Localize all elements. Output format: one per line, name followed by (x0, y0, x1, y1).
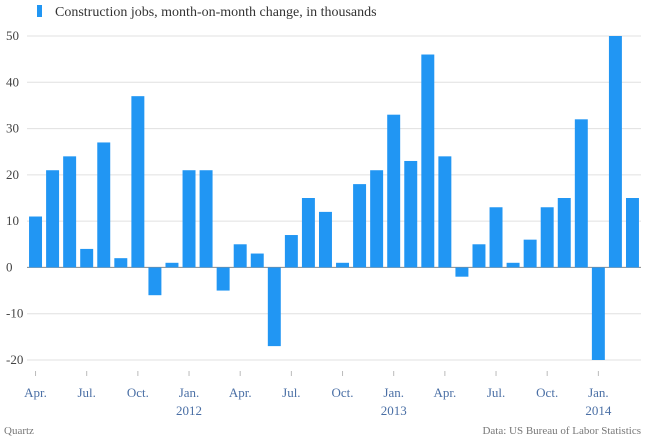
y-tick-label: 0 (6, 259, 13, 274)
x-tick-label: Oct. (332, 385, 354, 400)
bar (284, 235, 298, 268)
bar (80, 248, 94, 268)
bar (489, 207, 503, 268)
x-tick-label: Apr. (433, 385, 456, 400)
x-tick-label: Apr. (229, 385, 252, 400)
bar (216, 267, 230, 291)
source-right: Data: US Bureau of Labor Statistics (482, 425, 641, 437)
bar (608, 36, 622, 268)
bar-series (29, 36, 639, 360)
bar (97, 142, 111, 268)
bar (301, 198, 315, 268)
y-tick-label: 20 (6, 167, 19, 182)
bar (455, 267, 469, 277)
x-axis-ticks: Apr. Jul. Oct. Jan. Apr. Jul. Oct. Jan. Apr. Jul.… (24, 371, 612, 418)
year-label: 2013 (381, 403, 407, 418)
bar (29, 216, 43, 268)
x-tick-label: Jul. (487, 385, 505, 400)
bar (46, 170, 60, 268)
bar (267, 267, 281, 347)
y-axis-ticks: 50 40 30 20 10 0 -10 -20 (6, 28, 23, 367)
bar (165, 262, 179, 268)
y-tick-label: -20 (6, 352, 23, 367)
bar (574, 119, 588, 268)
bar (438, 156, 452, 268)
y-tick-label: 50 (6, 28, 19, 43)
x-tick-label: Jan. (383, 385, 404, 400)
bar (557, 198, 571, 268)
x-tick-label: Oct. (536, 385, 558, 400)
x-tick-label: Jul. (282, 385, 300, 400)
legend-swatch (37, 5, 42, 17)
bar (336, 262, 350, 268)
bar (114, 258, 128, 268)
bar (540, 207, 554, 268)
bar (233, 244, 247, 268)
bar (250, 253, 264, 268)
bar (370, 170, 384, 268)
x-tick-label: Jul. (77, 385, 95, 400)
legend: Construction jobs, month-on-month change… (37, 5, 377, 20)
y-tick-label: 30 (6, 121, 19, 136)
bar (625, 198, 639, 268)
bar (404, 160, 418, 268)
x-tick-label: Jan. (179, 385, 200, 400)
y-tick-label: 40 (6, 74, 19, 89)
legend-label: Construction jobs, month-on-month change… (55, 5, 377, 20)
x-tick-label: Jan. (588, 385, 609, 400)
year-label: 2012 (176, 403, 202, 418)
bar (318, 211, 332, 268)
bar (591, 267, 605, 360)
bar (353, 184, 367, 268)
bar (182, 170, 196, 268)
bar (199, 170, 213, 268)
y-tick-label: 10 (6, 213, 19, 228)
bar (472, 244, 486, 268)
bar (131, 96, 145, 268)
x-tick-label: Oct. (127, 385, 149, 400)
gridlines (27, 35, 641, 361)
bar (387, 114, 401, 268)
y-tick-label: -10 (6, 306, 23, 321)
year-label: 2014 (585, 403, 612, 418)
bar (148, 267, 162, 296)
bar (63, 156, 77, 268)
bar (421, 54, 435, 268)
source-left: Quartz (4, 425, 34, 437)
bar (506, 262, 520, 268)
x-tick-label: Apr. (24, 385, 47, 400)
bar (523, 239, 537, 268)
